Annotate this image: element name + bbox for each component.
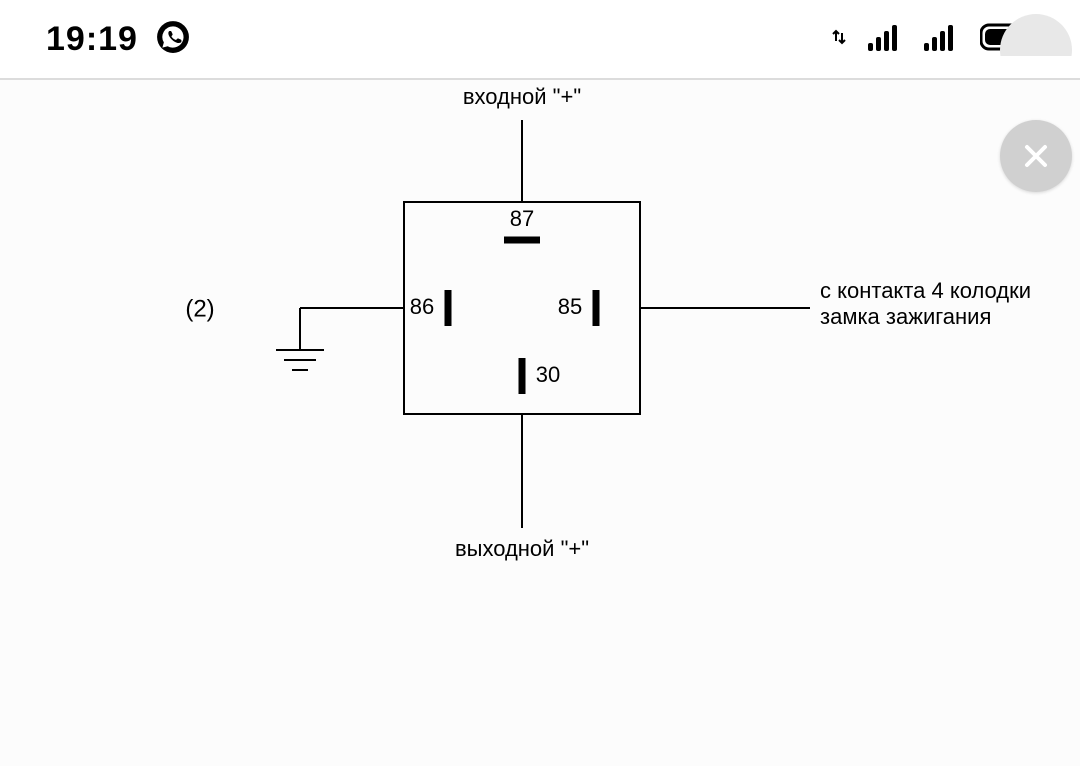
pin-label-86: 86 [410, 294, 434, 319]
status-left: 19:19 [46, 20, 190, 59]
relay-diagram: 30 85 86 87 (2) входной "+" выходной "+" с конт… [0, 80, 1080, 640]
figure-number: (2) [185, 295, 214, 322]
content-area: 30 85 86 87 (2) входной "+" выходной "+" с конт… [0, 80, 1080, 766]
label-bottom: выходной "+" [455, 536, 589, 561]
pin-label-87: 87 [510, 206, 534, 231]
clock: 19:19 [46, 20, 138, 59]
label-right1: с контакта 4 колодки [820, 278, 1031, 303]
pin-label-30: 30 [536, 362, 560, 387]
signal-icon [868, 23, 902, 56]
label-right2: замка зажигания [820, 304, 991, 329]
label-top: входной "+" [463, 84, 581, 109]
signal-icon [924, 23, 958, 56]
pin-label-85: 85 [558, 294, 582, 319]
whatsapp-icon [156, 20, 190, 59]
status-bar: 19:19 [0, 0, 1080, 78]
data-arrows-icon [832, 27, 846, 52]
